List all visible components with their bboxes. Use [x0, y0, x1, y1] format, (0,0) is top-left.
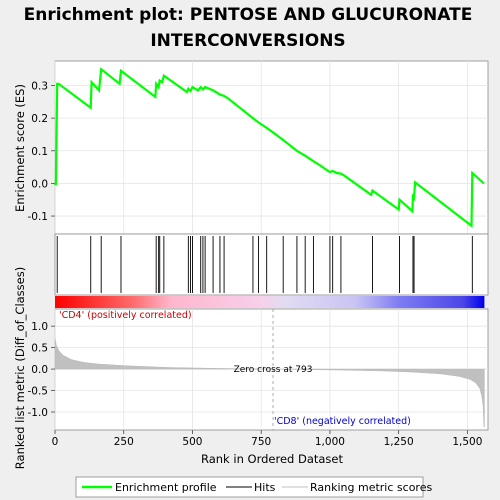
es-y-axis-label: Enrichment score (ES) [13, 84, 27, 212]
legend-enrichment-label: Enrichment profile [115, 481, 217, 494]
es-y-tick-label: 0.0 [31, 178, 48, 190]
metric-y-tick-label: -1.0 [28, 407, 49, 419]
metric-y-tick-label: 0.5 [31, 343, 48, 355]
legend-hits-label: Hits [254, 481, 276, 494]
x-tick-label: 1,250 [384, 436, 414, 448]
x-tick-label: 250 [114, 436, 134, 448]
es-panel [54, 60, 489, 235]
metric-y-tick-label: -0.5 [28, 386, 49, 398]
x-tick-label: 750 [251, 436, 271, 448]
ranking-colorbar [55, 296, 485, 308]
zero-cross-label: Zero cross at 793 [234, 365, 313, 375]
metric-y-tick-label: 0.0 [31, 364, 48, 376]
positive-class-label: 'CD4' (positively correlated) [59, 310, 192, 321]
x-tick-label: 0 [52, 436, 59, 448]
legend-metric-label: Ranking metric scores [310, 481, 432, 494]
es-y-tick-label: 0.2 [31, 113, 48, 125]
enrichment-profile-line [54, 67, 485, 229]
es-y-tick-label: -0.1 [28, 211, 49, 223]
metric-y-tick-label: 1.0 [31, 321, 48, 333]
negative-class-label: 'CD8' (negatively correlated) [274, 416, 411, 427]
x-tick-label: 500 [182, 436, 202, 448]
x-tick-label: 1,500 [452, 436, 482, 448]
x-axis-label: Rank in Ordered Dataset [201, 452, 344, 466]
chart-title-line-2: INTERCONVERSIONS [150, 31, 345, 51]
metric-y-axis-label: Ranked list metric (Diff_of_Classes) [13, 267, 27, 469]
x-tick-label: 1,000 [315, 436, 345, 448]
es-y-tick-label: 0.3 [31, 80, 48, 92]
hits-panel [54, 233, 489, 296]
ranking-metric-area [54, 338, 485, 428]
chart-title-line-1: Enrichment plot: PENTOSE AND GLUCURONATE [24, 5, 473, 25]
es-y-tick-label: 0.1 [31, 146, 48, 158]
